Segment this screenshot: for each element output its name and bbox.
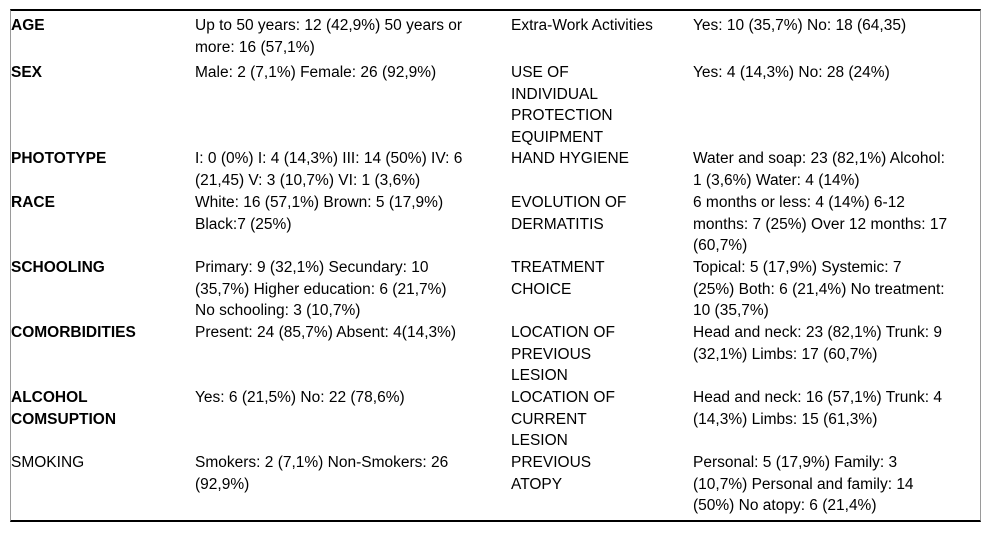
row-value-cell: I: 0 (0%) I: 4 (14,3%) III: 14 (50%) IV:… xyxy=(195,150,463,189)
row-value-cell: Yes: 6 (21,5%) No: 22 (78,6%) xyxy=(195,389,405,406)
row-header-cell: SCHOOLING xyxy=(11,259,105,276)
row-header-cell: COMORBIDITIES xyxy=(11,324,136,341)
row-value-cell: Up to 50 years: 12 (42,9%) 50 years or m… xyxy=(195,17,463,56)
row-header-cell: PHOTOTYPE xyxy=(11,150,107,167)
row-header-cell: ALCOHOL COMSUPTION xyxy=(11,389,117,428)
row-header-cell: PREVIOUS ATOPY xyxy=(511,454,592,493)
table-row: SMOKING Smokers: 2 (7,1%) Non-Smokers: 2… xyxy=(11,452,980,520)
demographics-table: AGE Up to 50 years: 12 (42,9%) 50 years … xyxy=(11,15,980,520)
row-header-cell: AGE xyxy=(11,17,45,34)
row-value-cell: Water and soap: 23 (82,1%) Alcohol: 1 (3… xyxy=(693,150,945,189)
row-value-cell: Male: 2 (7,1%) Female: 26 (92,9%) xyxy=(195,64,437,81)
row-header-cell: Extra-Work Activities xyxy=(511,17,653,34)
table-row: SCHOOLING Primary: 9 (32,1%) Secundary: … xyxy=(11,257,980,322)
row-value-cell: Head and neck: 16 (57,1%) Trunk: 4 (14,3… xyxy=(693,389,943,428)
row-header-cell: USE OF INDIVIDUAL PROTECTION EQUIPMENT xyxy=(511,64,613,146)
row-header-cell: SMOKING xyxy=(11,454,85,471)
row-value-cell: Head and neck: 23 (82,1%) Trunk: 9 (32,1… xyxy=(693,324,943,363)
row-value-cell: Yes: 10 (35,7%) No: 18 (64,35) xyxy=(693,17,907,34)
row-value-cell: Personal: 5 (17,9%) Family: 3 (10,7%) Pe… xyxy=(693,454,914,514)
row-header-cell: LOCATION OF CURRENT LESION xyxy=(511,389,615,449)
row-header-cell: LOCATION OF PREVIOUS LESION xyxy=(511,324,615,384)
row-header-cell: RACE xyxy=(11,194,55,211)
table-row: SEX Male: 2 (7,1%) Female: 26 (92,9%) US… xyxy=(11,62,980,148)
demographics-table-frame: AGE Up to 50 years: 12 (42,9%) 50 years … xyxy=(10,9,981,522)
table-row: ALCOHOL COMSUPTION Yes: 6 (21,5%) No: 22… xyxy=(11,387,980,452)
row-value-cell: Topical: 5 (17,9%) Systemic: 7 (25%) Bot… xyxy=(693,259,945,319)
row-value-cell: White: 16 (57,1%) Brown: 5 (17,9%) Black… xyxy=(195,194,444,233)
row-value-cell: Primary: 9 (32,1%) Secundary: 10 (35,7%)… xyxy=(195,259,447,319)
row-value-cell: 6 months or less: 4 (14%) 6-12 months: 7… xyxy=(693,194,948,254)
row-value-cell: Yes: 4 (14,3%) No: 28 (24%) xyxy=(693,64,890,81)
row-header-cell: HAND HYGIENE xyxy=(511,150,629,167)
table-row: AGE Up to 50 years: 12 (42,9%) 50 years … xyxy=(11,15,980,62)
table-row: PHOTOTYPE I: 0 (0%) I: 4 (14,3%) III: 14… xyxy=(11,148,980,192)
table-row: RACE White: 16 (57,1%) Brown: 5 (17,9%) … xyxy=(11,192,980,257)
table-row: COMORBIDITIES Present: 24 (85,7%) Absent… xyxy=(11,322,980,387)
row-value-cell: Present: 24 (85,7%) Absent: 4(14,3%) xyxy=(195,324,457,341)
row-header-cell: TREATMENT CHOICE xyxy=(511,259,605,298)
row-value-cell: Smokers: 2 (7,1%) Non-Smokers: 26 (92,9%… xyxy=(195,454,449,493)
row-header-cell: EVOLUTION OF DERMATITIS xyxy=(511,194,627,233)
row-header-cell: SEX xyxy=(11,64,43,81)
